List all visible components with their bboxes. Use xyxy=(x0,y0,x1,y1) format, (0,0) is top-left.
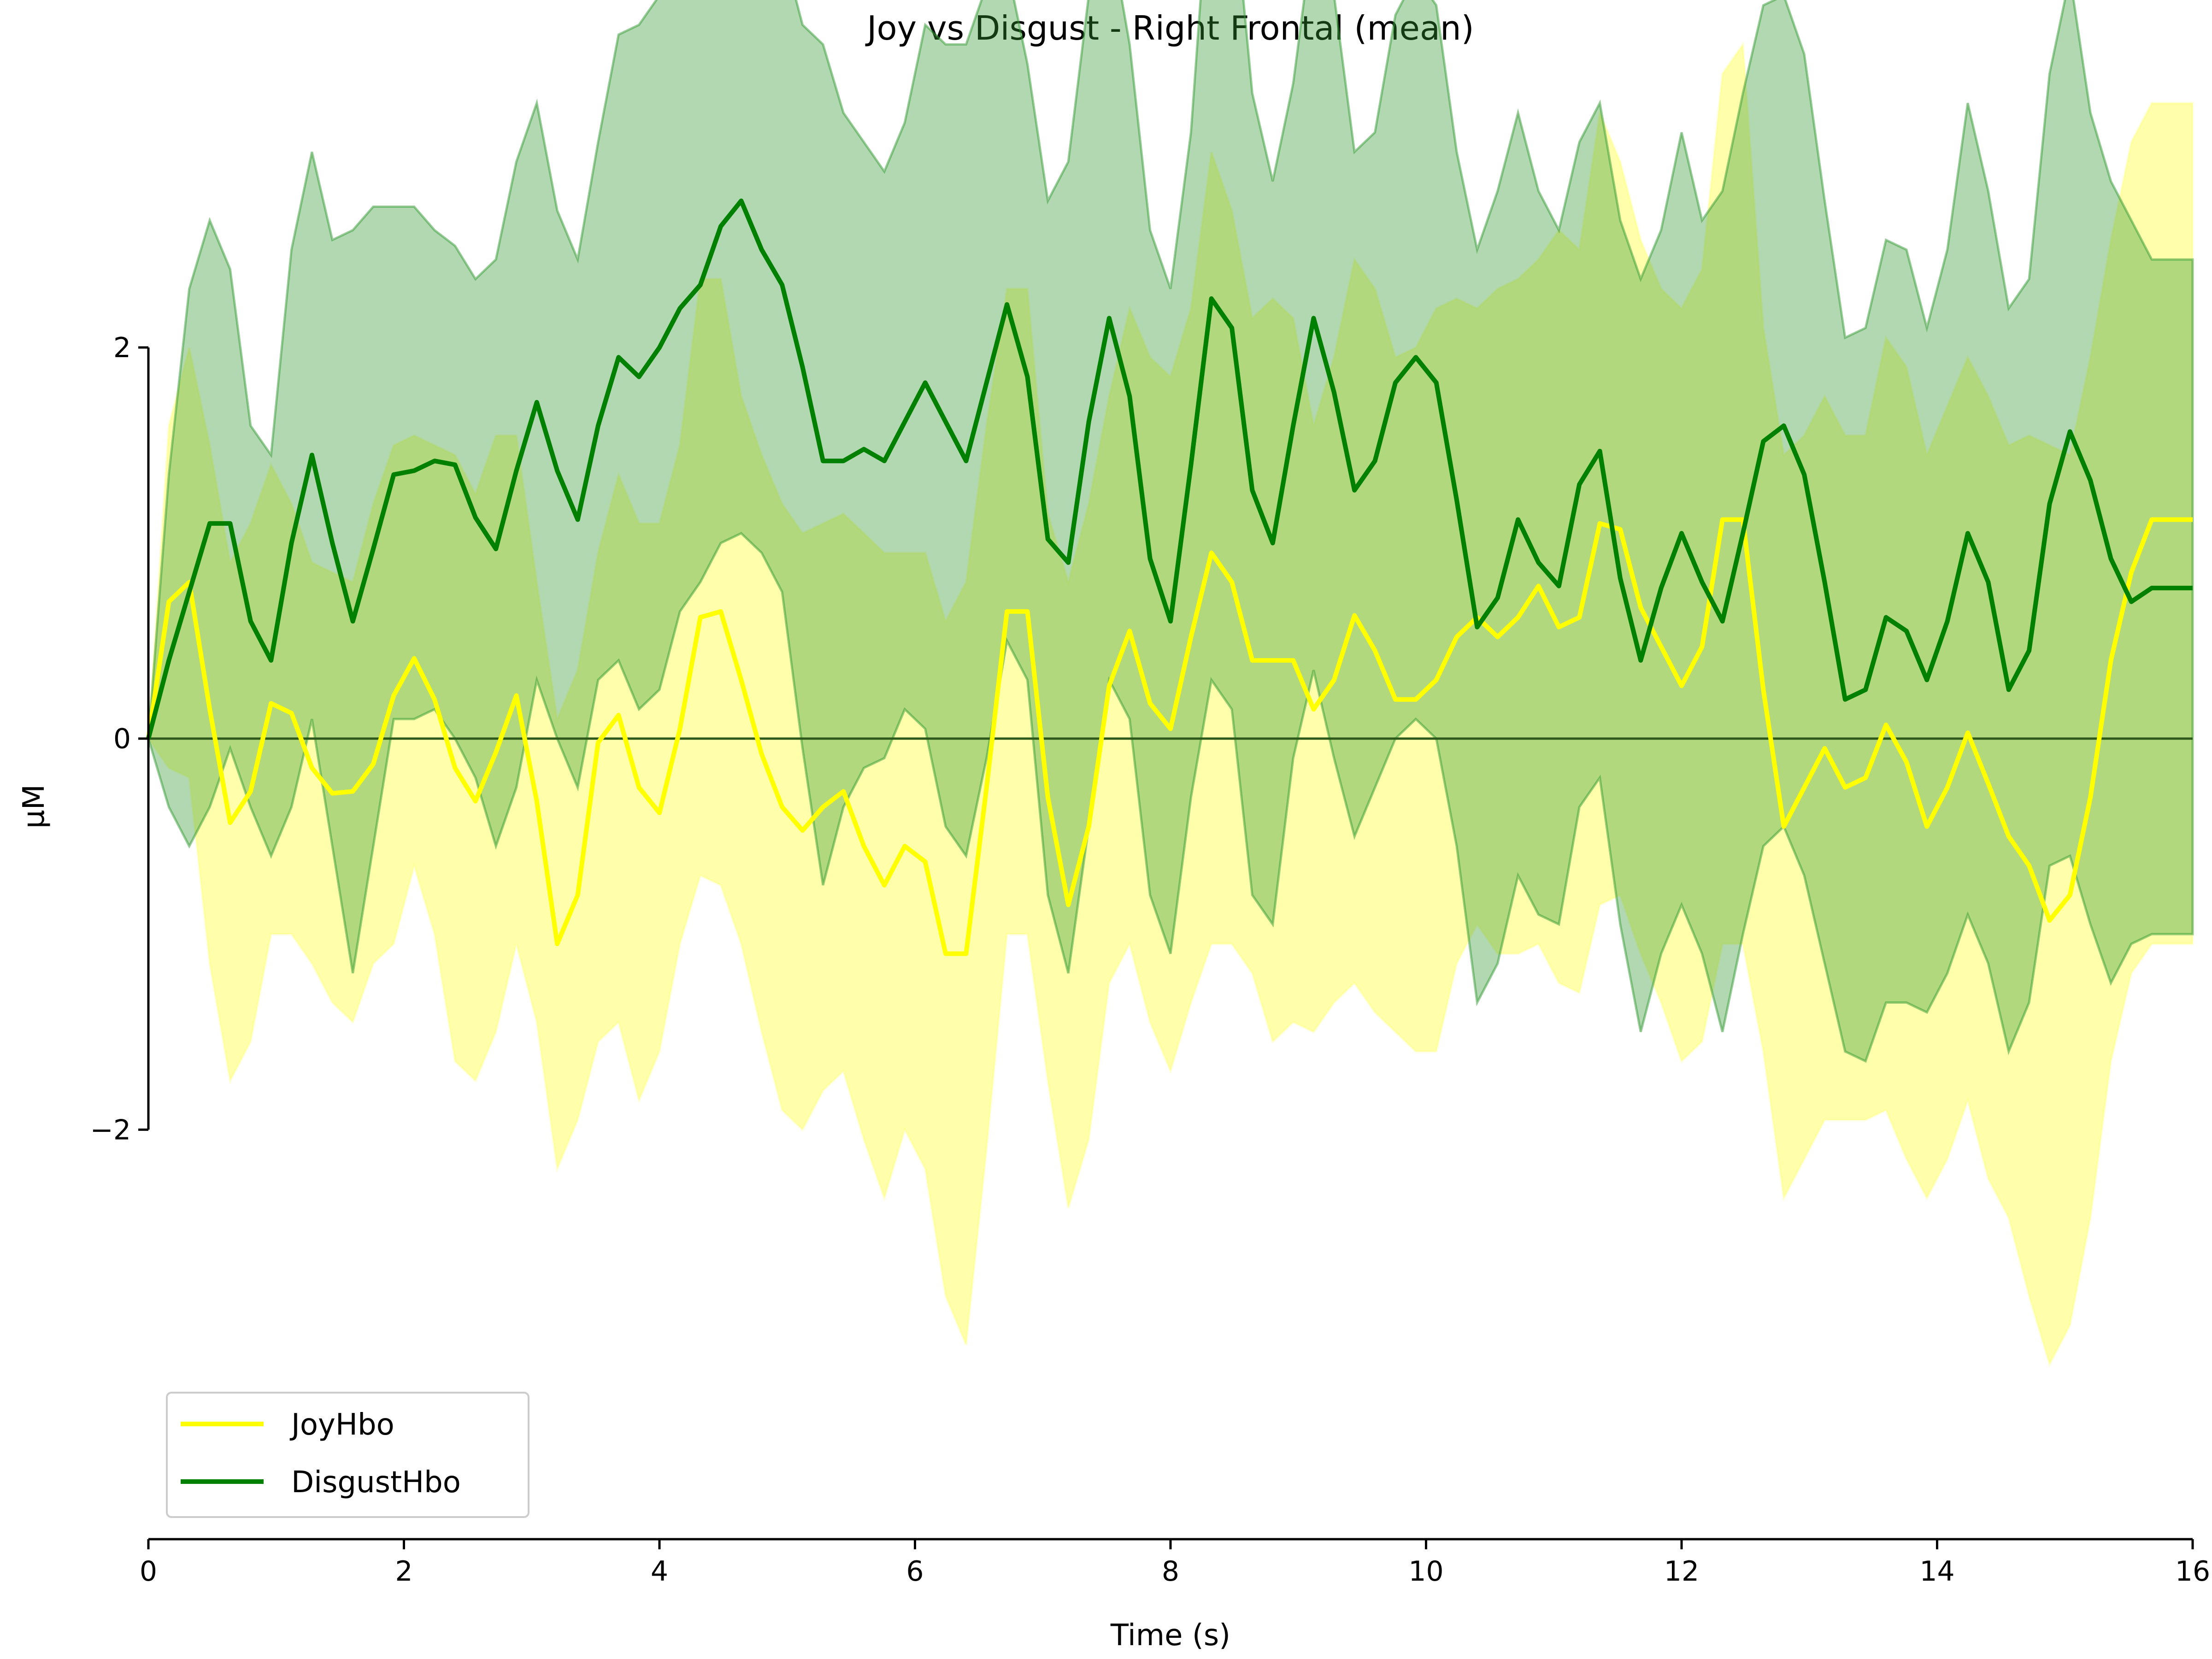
line-joyhbo xyxy=(146,517,2193,956)
x-ticks: 0 2 4 6 8 10 12 14 16 xyxy=(140,1539,2210,1588)
x-tick-label: 12 xyxy=(1664,1555,1699,1588)
x-tick-label: 4 xyxy=(651,1555,668,1588)
y-tick-label: 0 xyxy=(113,723,131,755)
x-tick-label: 16 xyxy=(2175,1555,2210,1588)
legend: JoyHbo DisgustHbo xyxy=(166,1392,529,1518)
x-axis-label: Time (s) xyxy=(1110,1618,1230,1653)
x-tick-label: 14 xyxy=(1919,1555,1954,1588)
y-tick-label: −2 xyxy=(90,1114,131,1146)
confidence-bands xyxy=(147,0,2194,1368)
band-disgusthbo xyxy=(147,0,2194,1063)
x-tick-label: 6 xyxy=(906,1555,924,1588)
series-lines xyxy=(146,198,2193,956)
x-tick-label: 10 xyxy=(1408,1555,1443,1588)
x-tick-label: 2 xyxy=(395,1555,412,1588)
legend-label-disgusthbo: DisgustHbo xyxy=(291,1465,461,1500)
y-ticks: −2 0 2 xyxy=(90,332,148,1146)
x-tick-label: 0 xyxy=(140,1555,157,1588)
x-tick-label: 8 xyxy=(1162,1555,1179,1588)
line-disgusthbo xyxy=(146,198,2193,739)
chart-title: Joy vs Disgust - Right Frontal (mean) xyxy=(865,9,1474,47)
y-axis-label: μM xyxy=(17,784,51,829)
legend-label-joyhbo: JoyHbo xyxy=(289,1408,394,1442)
y-tick-label: 2 xyxy=(113,332,131,364)
